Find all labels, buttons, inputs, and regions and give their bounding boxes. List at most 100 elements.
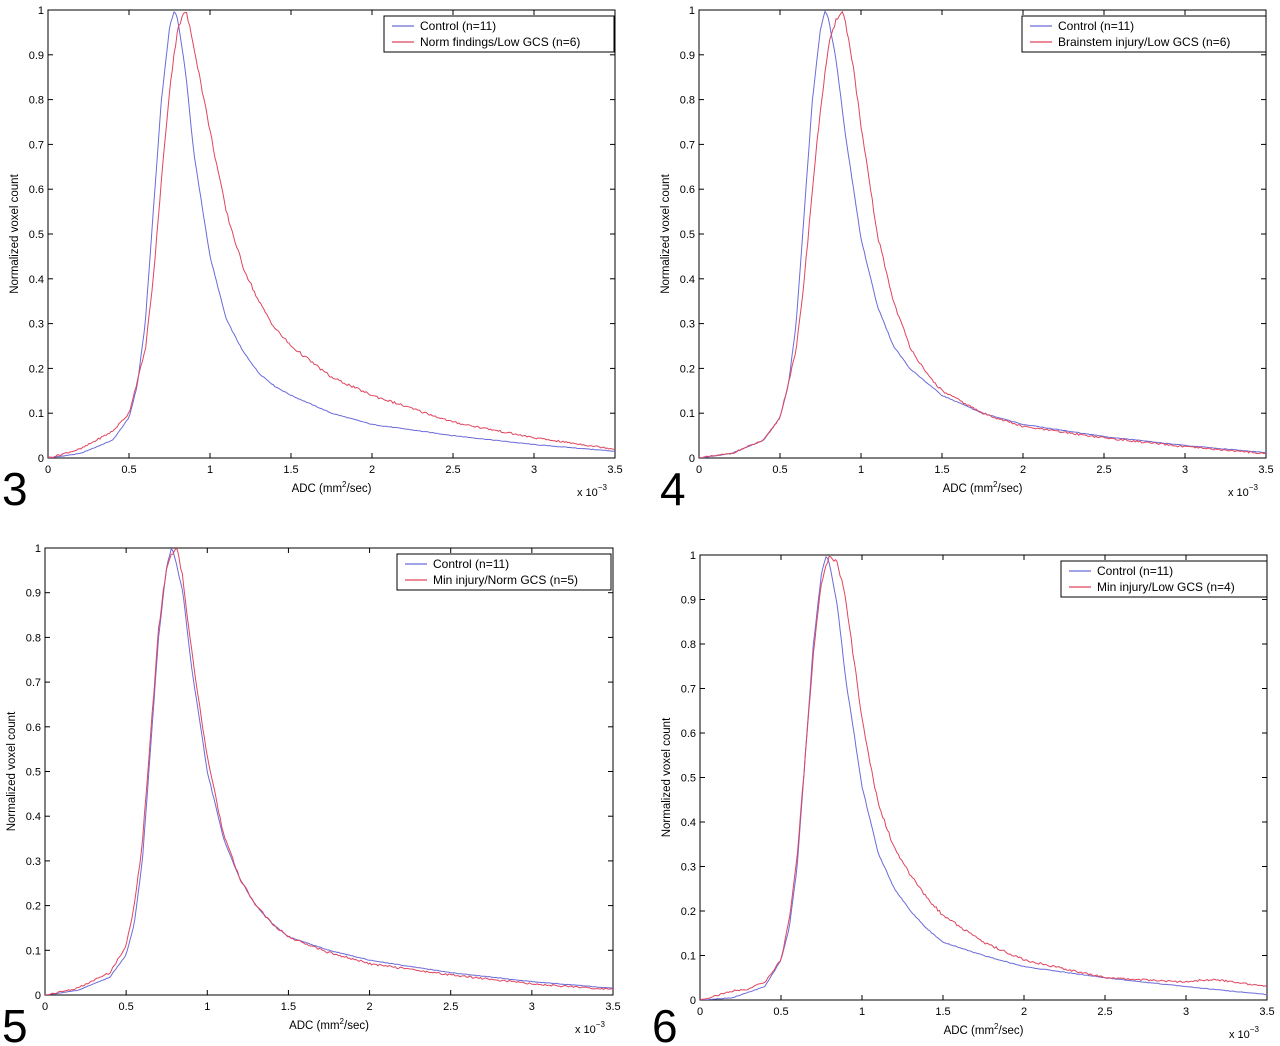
legend-entry: Brainstem injury/Low GCS (n=6) (1058, 35, 1230, 49)
x-axis-label: ADC (mm2/sec) (289, 1017, 369, 1032)
y-tick-label: 0.8 (680, 95, 695, 107)
y-tick-label: 0.4 (681, 817, 696, 829)
x-axis-multiplier: x 10−3 (1228, 483, 1258, 499)
series-line-patient (48, 12, 615, 458)
plot-frame (699, 554, 1268, 1001)
series-line-patient (699, 10, 1266, 458)
panel-number: 6 (652, 1000, 678, 1046)
x-axis-multiplier: x 10−3 (577, 483, 607, 499)
x-tick-label: 1.5 (283, 464, 298, 476)
x-tick-label: 1.5 (934, 464, 949, 476)
series-group (699, 10, 1266, 458)
x-tick-label: 0.5 (773, 1006, 788, 1018)
x-tick-label: 3.5 (1258, 464, 1273, 476)
x-tick-label: 2 (1021, 1006, 1027, 1018)
y-axis-label: Normalized voxel count (660, 173, 672, 293)
series-group (45, 548, 613, 995)
x-tick-label: 1 (858, 464, 864, 476)
y-axis-label: Normalized voxel count (9, 173, 21, 293)
y-tick-label: 0.7 (681, 684, 696, 696)
x-tick-label: 3 (1183, 1006, 1189, 1018)
y-tick-label: 0 (689, 453, 695, 465)
y-tick-label: 1 (689, 5, 695, 17)
legend: Control (n=11) Brainstem injury/Low GCS (… (1021, 15, 1267, 53)
y-tick-label: 0.2 (29, 363, 44, 375)
series-line-patient (45, 548, 613, 995)
legend-box (1060, 560, 1268, 598)
y-tick-label: 0.1 (680, 408, 695, 420)
y-axis-label: Normalized voxel count (661, 717, 673, 837)
y-tick-label: 0.5 (680, 229, 695, 241)
y-tick-label: 0.6 (680, 184, 695, 196)
series-group (48, 11, 615, 458)
series-line-control (700, 555, 1267, 1000)
legend-entry: Control (n=11) (433, 557, 509, 571)
y-tick-label: 0.4 (26, 811, 41, 823)
legend: Control (n=11) Min injury/Low GCS (n=4) (1060, 560, 1268, 598)
y-tick-label: 0.2 (680, 363, 695, 375)
y-tick-label: 0.9 (29, 50, 44, 62)
chart-panel-6: 0 0.5 1 1.5 2 2.5 3 3.5 0 0.1 0.2 0.3 0.4 0.5 0.6 0.7 0.… (652, 550, 1275, 1046)
y-tick-label: 0.6 (681, 728, 696, 740)
y-tick-label: 0.7 (26, 677, 41, 689)
legend-entry: Control (n=11) (1058, 19, 1134, 33)
y-tick-label: 0.7 (29, 139, 44, 151)
y-tick-label: 0.8 (29, 95, 44, 107)
y-tick-label: 0.3 (680, 319, 695, 331)
legend-entry: Norm findings/Low GCS (n=6) (420, 35, 580, 49)
x-tick-label: 3 (531, 464, 537, 476)
y-tick-label: 0.3 (681, 862, 696, 874)
x-tick-label: 0 (42, 1001, 48, 1013)
legend-box (396, 553, 612, 591)
x-tick-label: 2.5 (445, 464, 460, 476)
y-tick-label: 1 (690, 550, 696, 562)
x-axis-multiplier: x 10−3 (575, 1020, 605, 1036)
x-tick-label: 2.5 (1097, 1006, 1112, 1018)
y-tick-label: 0.1 (26, 945, 41, 957)
legend: Control (n=11) Norm findings/Low GCS (n=6… (383, 15, 615, 53)
y-tick-label: 1 (38, 5, 44, 17)
x-tick-label: 2.5 (443, 1001, 458, 1013)
x-tick-label: 2 (369, 464, 375, 476)
y-tick-label: 0.5 (681, 773, 696, 785)
x-tick-label: 0.5 (772, 464, 787, 476)
x-tick-label: 0 (696, 464, 702, 476)
y-tick-label: 0.7 (680, 139, 695, 151)
y-tick-label: 0 (690, 995, 696, 1007)
y-tick-label: 0.6 (26, 722, 41, 734)
legend-entry: Min injury/Norm GCS (n=5) (433, 573, 578, 587)
y-tick-label: 0 (38, 453, 44, 465)
y-tick-label: 0.9 (680, 50, 695, 62)
y-tick-label: 0 (35, 990, 41, 1002)
x-tick-label: 2 (367, 1001, 373, 1013)
x-axis-label: ADC (mm2/sec) (944, 1022, 1024, 1037)
y-tick-label: 0.2 (26, 901, 41, 913)
chart-panel-4: 0 0.5 1 1.5 2 2.5 3 3.5 0 0.1 0.2 0.3 0.4 0.5 0.6 0.7 0.… (660, 5, 1274, 515)
x-tick-label: 1.5 (281, 1001, 296, 1013)
x-axis-label: ADC (mm2/sec) (292, 480, 372, 495)
x-tick-label: 1 (207, 464, 213, 476)
y-tick-label: 0.5 (29, 229, 44, 241)
legend-entry: Control (n=11) (420, 19, 496, 33)
x-tick-label: 0.5 (121, 464, 136, 476)
x-tick-label: 0 (45, 464, 51, 476)
panel-number: 5 (2, 1000, 28, 1046)
x-tick-label: 3.5 (1259, 1006, 1274, 1018)
series-group (700, 555, 1267, 1000)
x-tick-label: 3 (1182, 464, 1188, 476)
y-tick-label: 0.1 (681, 951, 696, 963)
y-tick-label: 0.8 (26, 632, 41, 644)
x-tick-label: 3 (529, 1001, 535, 1013)
x-tick-label: 2 (1020, 464, 1026, 476)
x-tick-label: 1 (859, 1006, 865, 1018)
y-tick-label: 0.3 (29, 319, 44, 331)
y-tick-label: 0.1 (29, 408, 44, 420)
y-tick-label: 0.6 (29, 184, 44, 196)
y-tick-label: 0.9 (26, 588, 41, 600)
x-tick-label: 1.5 (935, 1006, 950, 1018)
y-tick-label: 1 (35, 543, 41, 555)
series-line-control (699, 10, 1266, 458)
y-axis-label: Normalized voxel count (6, 711, 18, 831)
plot-frame (698, 9, 1267, 459)
